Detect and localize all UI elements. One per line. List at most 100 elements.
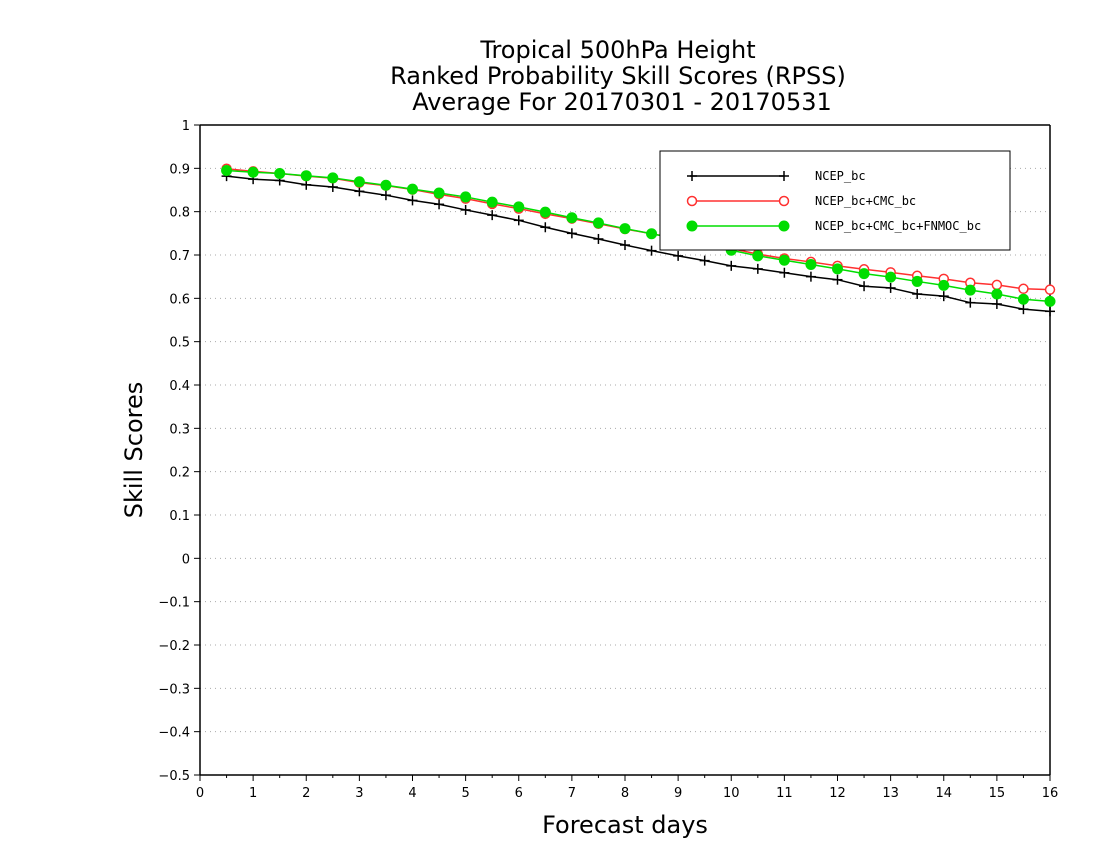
data-point	[699, 255, 710, 266]
y-tick-label: −0.1	[158, 596, 190, 611]
legend-marker-start	[686, 220, 698, 232]
data-point	[912, 289, 923, 299]
y-tick-label: 0.5	[169, 336, 190, 351]
data-point	[327, 181, 338, 192]
data-point	[726, 260, 737, 271]
data-point	[513, 201, 525, 213]
data-point	[300, 170, 312, 182]
legend-marker-start	[686, 195, 698, 207]
data-point	[487, 210, 498, 221]
x-tick-label: 6	[515, 786, 523, 801]
data-point	[592, 217, 604, 229]
x-tick-label: 13	[882, 786, 899, 801]
data-point	[646, 228, 658, 240]
x-tick-label: 5	[461, 786, 469, 801]
data-point	[247, 166, 259, 178]
data-point	[460, 191, 472, 203]
x-tick-label: 4	[408, 786, 416, 801]
data-point	[752, 263, 763, 274]
x-tick-label: 0	[196, 786, 204, 801]
chart-title-line-1: Tropical 500hPa Height	[479, 36, 755, 64]
legend-entry: NCEP_bc	[687, 169, 866, 183]
data-point	[832, 263, 843, 275]
data-point	[885, 271, 897, 283]
x-tick-label: 12	[829, 786, 846, 801]
data-point	[858, 268, 870, 280]
data-point	[991, 288, 1003, 300]
y-tick-label: 0.6	[169, 292, 190, 307]
data-point	[301, 179, 312, 190]
data-point	[938, 291, 949, 302]
x-tick-label: 2	[302, 786, 310, 801]
y-tick-label: −0.2	[158, 639, 190, 654]
series-2	[221, 165, 1056, 307]
legend-entries: NCEP_bc NCEP_bc+CMC_bc NCEP_bc+CMC_bc+FNMO…	[686, 169, 981, 233]
data-point	[619, 223, 631, 235]
legend-label: NCEP_bc+CMC_bc+FNMOC_bc	[815, 219, 981, 233]
y-tick-label: 0.1	[169, 509, 190, 524]
x-tick-label: 9	[674, 786, 682, 801]
data-point	[938, 279, 950, 291]
data-point	[434, 199, 445, 210]
data-point	[752, 250, 764, 262]
axes: −0.5 −0.4 −0.3 −0.2 −0.1 0 0.1 0.2 0.3 0.4 0.5 0.6 0…	[158, 119, 1058, 801]
x-tick-label: 11	[776, 786, 793, 801]
data-point	[513, 215, 524, 226]
data-point	[964, 284, 976, 296]
data-point	[407, 195, 418, 206]
data-point	[274, 168, 286, 180]
y-tick-label: −0.5	[158, 769, 190, 784]
data-point	[1018, 304, 1029, 315]
x-tick-label: 15	[989, 786, 1006, 801]
y-tick-label: 0.9	[169, 162, 190, 177]
data-point	[353, 176, 365, 188]
data-point	[778, 254, 790, 266]
y-tick-label: 0.4	[169, 379, 190, 394]
data-point	[1044, 295, 1056, 307]
x-tick-label: 1	[249, 786, 257, 801]
legend: NCEP_bc NCEP_bc+CMC_bc NCEP_bc+CMC_bc+FNMO…	[659, 150, 1011, 251]
data-point	[1045, 306, 1055, 317]
data-point	[646, 245, 657, 256]
data-point	[805, 271, 816, 282]
data-point	[221, 165, 233, 176]
data-point	[407, 183, 418, 195]
x-axis-label: Forecast days	[542, 811, 708, 839]
data-point	[620, 240, 630, 251]
data-point	[779, 267, 790, 278]
data-point	[859, 281, 870, 292]
legend-marker-end	[778, 220, 790, 232]
data-point	[673, 250, 684, 261]
y-tick-label: 0	[182, 552, 190, 567]
y-tick-label: 0.3	[169, 422, 190, 437]
data-point	[380, 190, 391, 201]
legend-marker-end	[778, 195, 790, 207]
data-point	[1044, 284, 1056, 295]
y-tick-label: −0.3	[158, 682, 190, 697]
data-point	[539, 206, 551, 218]
data-point	[832, 274, 843, 285]
data-point	[965, 297, 976, 308]
chart-title-line-3: Average For 20170301 - 20170531	[412, 88, 832, 116]
x-tick-label: 16	[1042, 786, 1059, 801]
y-tick-label: 0.2	[169, 466, 190, 481]
data-point	[433, 187, 445, 199]
chart-title-line-2: Ranked Probability Skill Scores (RPSS)	[390, 62, 846, 90]
legend-entry: NCEP_bc+CMC_bc+FNMOC_bc	[686, 219, 981, 233]
x-tick-label: 8	[621, 786, 629, 801]
x-tick-label: 3	[355, 786, 363, 801]
legend-entry: NCEP_bc+CMC_bc	[686, 194, 916, 208]
data-point	[540, 222, 551, 233]
legend-label: NCEP_bc+CMC_bc	[815, 194, 916, 208]
data-point	[805, 259, 817, 271]
x-tick-label: 14	[935, 786, 952, 801]
x-tick-label: 10	[723, 786, 740, 801]
data-point	[566, 228, 577, 239]
data-point	[380, 179, 392, 191]
y-tick-label: −0.4	[158, 726, 190, 741]
data-point	[991, 279, 1003, 291]
data-point	[593, 233, 604, 244]
legend-marker-end	[779, 171, 789, 181]
data-point	[911, 275, 923, 287]
